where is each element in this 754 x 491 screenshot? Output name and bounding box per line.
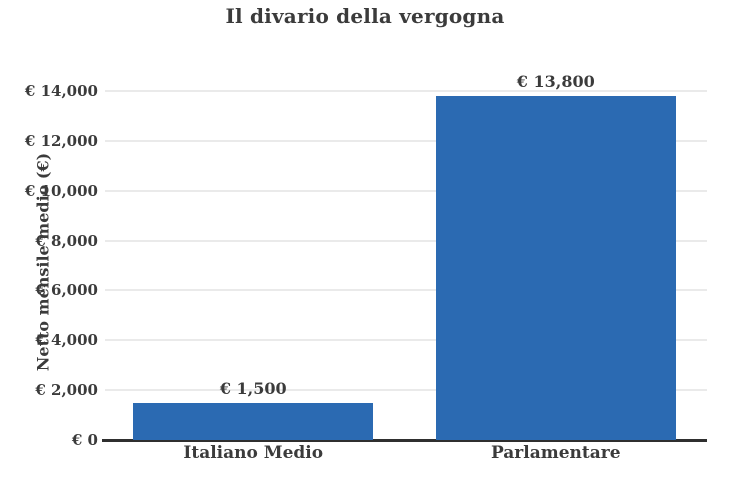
gridline-2000 — [105, 389, 707, 392]
y-tick-label-6000: € 6,000 — [35, 281, 98, 300]
y-tick-label-14000: € 14,000 — [24, 82, 98, 100]
bar-parlamentare — [435, 95, 676, 440]
value-label-0: € 1,500 — [219, 378, 287, 398]
x-axis-line — [102, 439, 707, 442]
gridline-8000 — [105, 239, 707, 242]
y-tick-label-2000: € 2,000 — [35, 381, 98, 400]
category-label-0: Italiano Medio — [183, 443, 324, 463]
gridline-6000 — [105, 289, 707, 292]
gridline-10000 — [105, 189, 707, 192]
gridline-12000 — [105, 139, 707, 142]
category-label-1: Parlamentare — [490, 443, 621, 463]
bar-italiano-medio — [133, 402, 374, 440]
y-tick-label-8000: € 8,000 — [35, 231, 98, 250]
value-label-1: € 13,800 — [516, 71, 595, 91]
chart-title: Il divario della vergogna — [225, 4, 505, 28]
y-tick-label-12000: € 12,000 — [24, 131, 98, 150]
y-tick-label-10000: € 10,000 — [24, 181, 98, 200]
gridline-14000 — [105, 90, 707, 92]
y-tick-label-0: € 0 — [71, 431, 98, 449]
y-tick-label-4000: € 4,000 — [35, 331, 98, 350]
gridline-4000 — [105, 339, 707, 342]
